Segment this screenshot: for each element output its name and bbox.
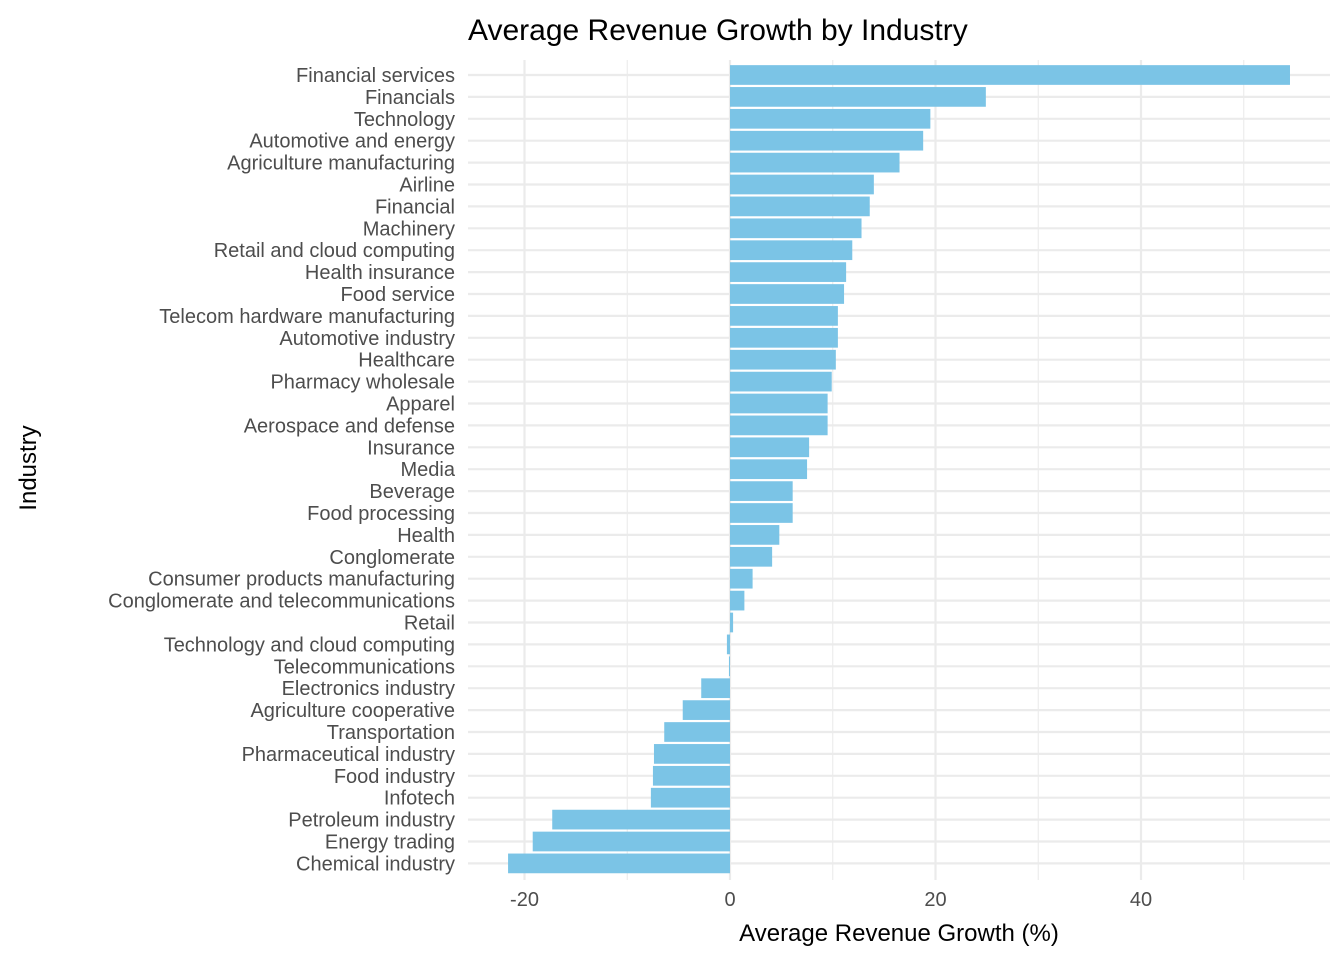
bar-agriculture-cooperative	[682, 700, 730, 720]
y-tick-label: Electronics industry	[282, 678, 455, 700]
bar-retail	[730, 612, 734, 633]
y-tick-label: Aerospace and defense	[244, 415, 455, 437]
y-tick-label: Petroleum industry	[288, 810, 455, 832]
bar-apparel	[730, 393, 828, 414]
y-tick-label: Health insurance	[305, 262, 455, 284]
y-tick-label: Conglomerate and telecommunications	[108, 591, 455, 613]
bar-automotive-and-energy	[730, 130, 924, 151]
y-tick-label: Technology and cloud computing	[164, 634, 455, 656]
bar-consumer-products-manufacturing	[730, 568, 753, 589]
bar-healthcare	[730, 349, 836, 370]
y-tick-label: Automotive and energy	[249, 131, 455, 153]
bar-health	[730, 525, 780, 545]
y-tick-label: Media	[401, 459, 456, 481]
bar-retail-and-cloud-computing	[730, 240, 853, 261]
bar-chemical-industry	[508, 853, 730, 874]
y-tick-label: Infotech	[384, 788, 455, 810]
y-tick-label: Agriculture cooperative	[250, 700, 455, 722]
bar-airline	[730, 174, 874, 195]
y-tick-label: Telecommunications	[274, 656, 455, 678]
y-tick-labels: Financial servicesFinancialsTechnologyAu…	[108, 65, 456, 875]
y-tick-label: Apparel	[386, 394, 455, 416]
y-axis-label: Industry	[15, 425, 42, 510]
bar-financial	[730, 196, 870, 217]
y-tick-label: Food industry	[334, 766, 455, 788]
bar-health-insurance	[730, 262, 847, 282]
y-tick-label: Energy trading	[325, 832, 455, 854]
bar-technology	[730, 108, 931, 129]
x-tick-label: -20	[510, 889, 539, 911]
bar-transportation	[664, 722, 730, 742]
y-tick-label: Conglomerate	[329, 547, 455, 569]
bar-pharmaceutical-industry	[653, 744, 730, 764]
y-tick-label: Transportation	[327, 722, 455, 744]
bar-pharmacy-wholesale	[730, 371, 832, 392]
bar-telecom-hardware-manufacturing	[730, 306, 838, 326]
chart-title: Average Revenue Growth by Industry	[468, 14, 968, 47]
bar-food-service	[730, 284, 845, 304]
x-tick-label: 20	[924, 889, 946, 911]
x-axis-label: Average Revenue Growth (%)	[739, 920, 1059, 947]
bar-conglomerate-and-telecommunications	[730, 590, 745, 611]
y-tick-label: Food processing	[307, 503, 455, 525]
bar-layer	[508, 65, 1290, 874]
y-tick-label: Financial	[375, 196, 455, 218]
y-tick-label: Health	[397, 525, 455, 547]
bar-food-processing	[730, 503, 793, 523]
y-tick-label: Pharmacy wholesale	[270, 372, 455, 394]
bar-telecommunications	[728, 656, 730, 677]
bar-machinery	[730, 218, 862, 239]
y-tick-label: Retail and cloud computing	[214, 240, 455, 262]
y-tick-label: Beverage	[369, 481, 455, 503]
y-tick-label: Chemical industry	[296, 853, 455, 875]
bar-agriculture-manufacturing	[730, 152, 900, 173]
grid-layer	[468, 60, 1330, 880]
bar-insurance	[730, 437, 810, 458]
bar-conglomerate	[730, 546, 773, 567]
y-tick-label: Insurance	[367, 437, 455, 459]
y-tick-label: Technology	[354, 109, 455, 131]
y-tick-label: Consumer products manufacturing	[148, 569, 455, 591]
y-tick-label: Financials	[365, 87, 455, 109]
bar-infotech	[650, 787, 730, 808]
bar-automotive-industry	[730, 327, 838, 348]
y-tick-label: Pharmaceutical industry	[242, 744, 455, 766]
bar-petroleum-industry	[552, 809, 730, 830]
y-tick-label: Telecom hardware manufacturing	[159, 306, 455, 328]
y-tick-label: Healthcare	[358, 350, 455, 372]
bar-aerospace-and-defense	[730, 415, 828, 436]
bar-financial-services	[730, 65, 1290, 85]
y-tick-label: Agriculture manufacturing	[227, 153, 455, 175]
bar-technology-and-cloud-computing	[726, 634, 730, 655]
y-tick-label: Airline	[399, 175, 455, 197]
bar-media	[730, 459, 808, 480]
bar-food-industry	[652, 765, 730, 786]
y-tick-label: Machinery	[363, 218, 455, 240]
y-tick-label: Food service	[341, 284, 456, 306]
bar-energy-trading	[532, 831, 730, 852]
bar-beverage	[730, 481, 793, 501]
y-tick-label: Automotive industry	[279, 328, 455, 350]
x-tick-label: 40	[1130, 889, 1152, 911]
bar-financials	[730, 87, 986, 107]
bar-electronics-industry	[701, 678, 730, 699]
y-tick-label: Financial services	[296, 65, 455, 87]
x-tick-labels: -20 0 20 40	[510, 889, 1152, 911]
y-tick-label: Retail	[404, 613, 455, 635]
x-tick-label: 0	[724, 889, 735, 911]
